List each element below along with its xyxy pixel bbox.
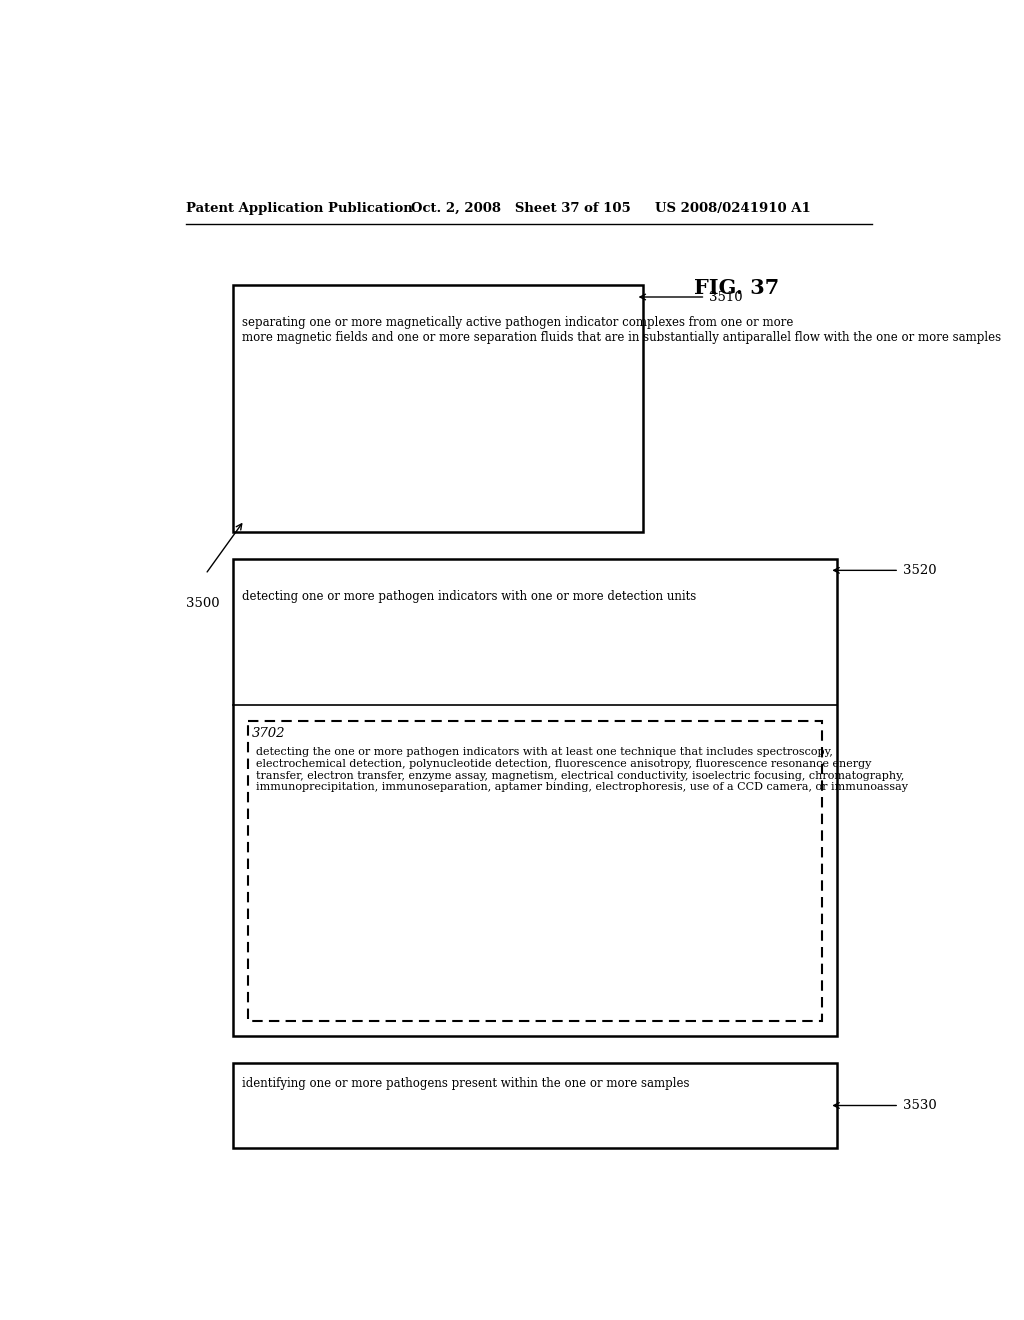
Bar xyxy=(248,721,821,1020)
Bar xyxy=(232,285,643,532)
Bar xyxy=(232,1063,838,1148)
Text: 3510: 3510 xyxy=(710,290,742,304)
Text: separating one or more magnetically active pathogen indicator complexes from one: separating one or more magnetically acti… xyxy=(242,317,1001,345)
Text: Oct. 2, 2008   Sheet 37 of 105: Oct. 2, 2008 Sheet 37 of 105 xyxy=(411,202,631,215)
Text: detecting one or more pathogen indicators with one or more detection units: detecting one or more pathogen indicator… xyxy=(242,590,696,603)
Text: detecting the one or more pathogen indicators with at least one technique that i: detecting the one or more pathogen indic… xyxy=(256,747,908,792)
Bar xyxy=(232,558,838,1036)
Text: 3500: 3500 xyxy=(186,597,220,610)
Text: US 2008/0241910 A1: US 2008/0241910 A1 xyxy=(655,202,811,215)
Text: Patent Application Publication: Patent Application Publication xyxy=(186,202,413,215)
Text: identifying one or more pathogens present within the one or more samples: identifying one or more pathogens presen… xyxy=(242,1077,689,1090)
Text: 3520: 3520 xyxy=(903,564,937,577)
Text: 3530: 3530 xyxy=(903,1100,937,1111)
Text: FIG. 37: FIG. 37 xyxy=(693,277,779,298)
Text: 3702: 3702 xyxy=(252,726,286,739)
